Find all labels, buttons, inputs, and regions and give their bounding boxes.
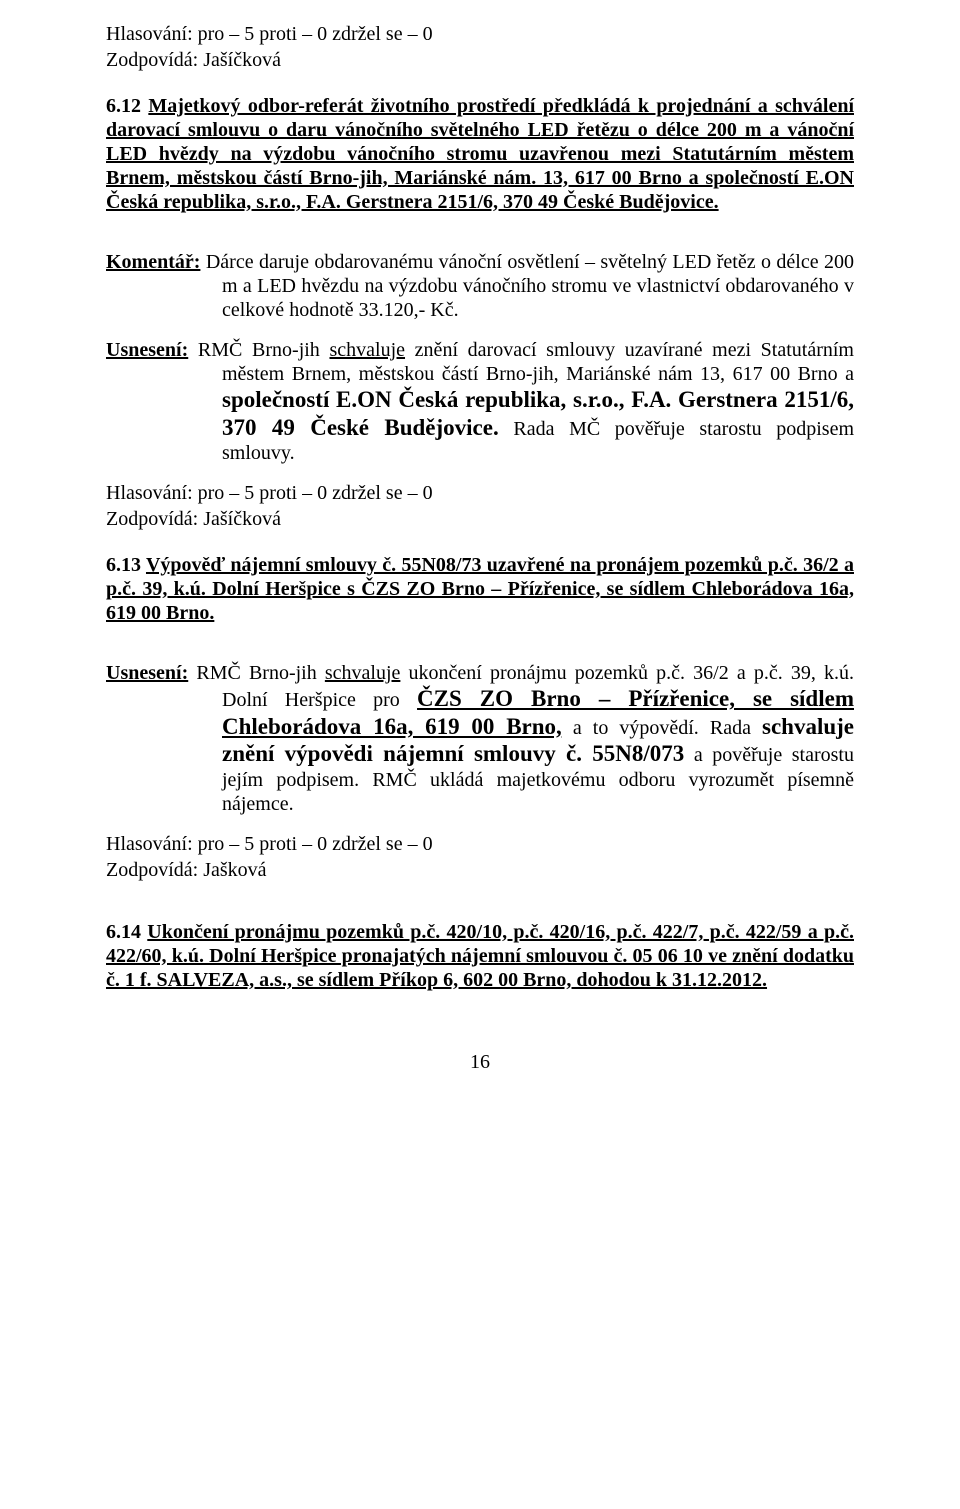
document-page: Hlasování: pro – 5 proti – 0 zdržel se –… [0,0,960,1114]
vote-line-3: Hlasování: pro – 5 proti – 0 zdržel se –… [106,832,854,856]
heading-6-14-text: Ukončení pronájmu pozemků p.č. 420/10, p… [106,921,854,991]
komentar-text: Dárce daruje obdarovanému vánoční osvětl… [200,251,854,321]
usneseni-label-2: Usnesení: [106,662,188,684]
responsible-line-1: Zodpovídá: Jašíčková [106,48,854,72]
usneseni-label: Usnesení: [106,339,188,361]
usneseni-pre: RMČ Brno-jih [188,339,329,361]
usneseni613-pre: RMČ Brno-jih [188,662,325,684]
page-number: 16 [106,1050,854,1074]
usneseni-schvaluje: schvaluje [329,339,405,361]
usneseni613-schvaluje: schvaluje [325,662,401,684]
responsible-line-3: Zodpovídá: Jašková [106,858,854,882]
vote-line-1: Hlasování: pro – 5 proti – 0 zdržel se –… [106,22,854,46]
komentar-label: Komentář: [106,251,200,273]
heading-6-14: 6.14 Ukončení pronájmu pozemků p.č. 420/… [106,920,854,992]
komentar-6-12: Komentář: Dárce daruje obdarovanému váno… [106,250,854,322]
responsible-line-2: Zodpovídá: Jašíčková [106,507,854,531]
usneseni-6-12: Usnesení: RMČ Brno-jih schvaluje znění d… [106,338,854,465]
usneseni613-mid2: a to výpovědí. Rada [562,717,762,739]
heading-6-13-number: 6.13 [106,554,141,576]
heading-6-12-number: 6.12 [106,95,141,117]
heading-6-14-number: 6.14 [106,921,141,943]
vote-line-2: Hlasování: pro – 5 proti – 0 zdržel se –… [106,481,854,505]
heading-6-12-text: Majetkový odbor-referát životního prostř… [106,95,854,213]
usneseni-6-13: Usnesení: RMČ Brno-jih schvaluje ukončen… [106,661,854,816]
heading-6-12: 6.12 Majetkový odbor-referát životního p… [106,94,854,214]
heading-6-13-text: Výpověď nájemní smlouvy č. 55N08/73 uzav… [106,554,854,624]
heading-6-13: 6.13 Výpověď nájemní smlouvy č. 55N08/73… [106,553,854,625]
